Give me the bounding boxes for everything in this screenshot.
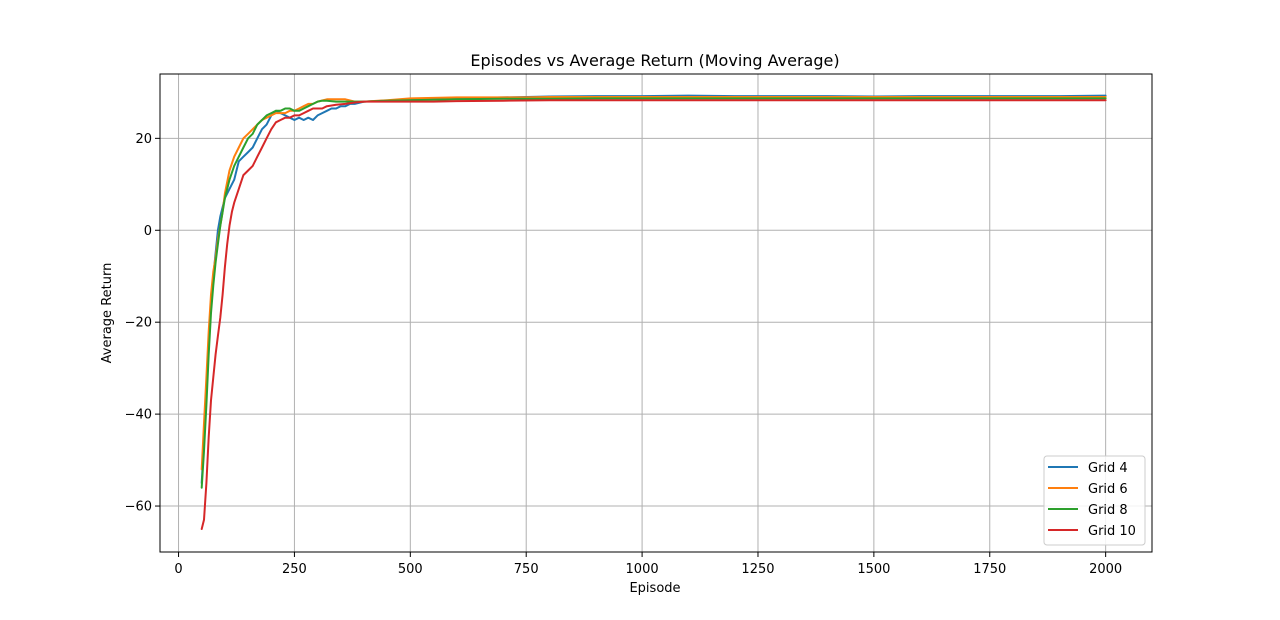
- legend-label: Grid 6: [1088, 482, 1128, 497]
- series-line-grid-10: [200, 99, 1107, 530]
- x-tick-label: 1250: [741, 562, 774, 577]
- x-tick-label: 1750: [973, 562, 1006, 577]
- y-tick-label: −40: [125, 408, 152, 423]
- x-tick-label: 500: [398, 562, 423, 577]
- chart-title: Episodes vs Average Return (Moving Avera…: [470, 51, 839, 70]
- legend-box: [1043, 455, 1146, 546]
- y-tick-label: 0: [144, 224, 152, 239]
- series-line-grid-8: [200, 97, 1107, 489]
- x-axis-title: Episode: [629, 581, 680, 596]
- x-tick-label: 1500: [857, 562, 890, 577]
- y-tick-label: −60: [125, 500, 152, 515]
- x-tick-label: 250: [282, 562, 307, 577]
- legend: Grid 4 Grid 6 Grid 8 Grid 10: [1043, 455, 1146, 546]
- series-lines: [200, 94, 1107, 530]
- grid-lines: [160, 74, 1152, 552]
- legend-label: Grid 4: [1088, 461, 1128, 476]
- x-tick-label: 1000: [626, 562, 659, 577]
- legend-label: Grid 8: [1088, 503, 1128, 518]
- plot-frame: [159, 73, 1153, 553]
- axis-ticks: 0 250 500 750 1000 1250 1500 1750 2000 −60 −40 −20 0…: [125, 132, 1123, 577]
- y-axis-title: Average Return: [100, 263, 115, 364]
- y-tick-label: −20: [125, 316, 152, 331]
- x-tick-label: 0: [174, 562, 182, 577]
- legend-label: Grid 10: [1088, 524, 1136, 539]
- y-tick-label: 20: [135, 132, 152, 147]
- x-tick-label: 2000: [1089, 562, 1122, 577]
- x-tick-label: 750: [514, 562, 539, 577]
